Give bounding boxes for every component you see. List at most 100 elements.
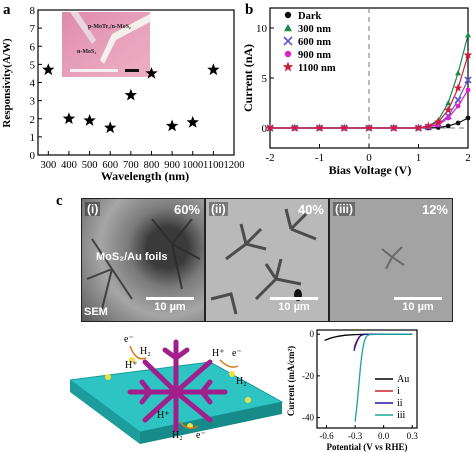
schematic-label-h2-1: H₂ <box>140 346 151 357</box>
panel-b-legend-label: 900 nm <box>298 50 331 61</box>
sem-image-ii: (ii) 40% 10 µm <box>205 198 329 322</box>
panel-a-label: a <box>3 2 11 18</box>
panel-b-legend-label: Dark <box>298 11 321 22</box>
panel-b-xtick-label: -2 <box>265 152 274 164</box>
schematic-label-h2-2: H₂ <box>236 376 247 387</box>
panel-a-ytick-label: 2 <box>30 114 36 126</box>
panel-b-series-point <box>453 83 463 92</box>
panel-c-legend-label: i <box>397 386 400 397</box>
schematic-label-e3: e⁻ <box>196 430 206 441</box>
schematic-label-e2: e⁻ <box>232 348 242 359</box>
panel-a-ytick-label: 4 <box>30 78 36 90</box>
sem-i-scalebar: 10 µm <box>146 297 194 313</box>
sem-i-footer: SEM <box>84 306 108 318</box>
panel-c-xtick-label: -0.3 <box>348 431 363 441</box>
panel-a-inset-photo <box>62 12 150 77</box>
sem-iii-scalebar: 10 µm <box>394 297 442 313</box>
schematic-label-e1: e⁻ <box>124 334 134 345</box>
panel-a-data-point <box>104 121 117 134</box>
panel-b-series-point <box>443 105 453 114</box>
panel-a-ytick-label: 5 <box>30 59 36 71</box>
panel-a-data-point <box>124 88 138 101</box>
panel-b-series-point <box>414 123 423 132</box>
sem-image-i: (i) 60% MoS₂/Au foils SEM 10 µm <box>81 198 205 322</box>
schematic-label-hplus-2: H⁺ <box>212 348 225 359</box>
panel-a-xtick-label: 1200 <box>224 160 245 171</box>
panel-c-ytick-label: -40 <box>302 413 314 423</box>
panel-b-xtick-label: -1 <box>315 152 324 164</box>
panel-c-xtick-label: -0.6 <box>319 431 334 441</box>
panel-b-series-point <box>463 50 473 59</box>
panel-a-xtick-label: 500 <box>82 160 98 171</box>
panel-c-ytick-label: 0 <box>310 329 315 339</box>
sem-i-caption: MoS₂/Au foils <box>96 251 168 263</box>
panel-c-series-line <box>354 333 413 422</box>
hydrogen-evolution-schematic: e⁻ H₂ H⁺ H⁺ e⁻ H₂ H⁺ H₂ e⁻ <box>70 334 284 444</box>
panel-b-legend-label: 300 nm <box>298 24 331 35</box>
panel-b-series-point <box>445 123 451 129</box>
panel-a-ytick-label: 8 <box>30 5 36 17</box>
panel-c-label: c <box>56 193 63 209</box>
panel-b-ytick-label: 0 <box>262 123 268 135</box>
panel-a-xtick-label: 300 <box>40 160 56 171</box>
panel-b-series-point <box>455 103 461 109</box>
panel-b-series-point <box>465 32 471 38</box>
panel-b-xtick-label: 0 <box>366 152 372 164</box>
panel-a-ytick-label: 6 <box>30 41 36 53</box>
sem-i-coverage: 60% <box>173 202 200 217</box>
sem-ii-coverage: 40% <box>297 202 324 217</box>
panel-b-series-point <box>424 121 433 130</box>
panel-c-legend-label: ii <box>397 398 403 409</box>
panel-b-xtick-label: 2 <box>465 152 471 164</box>
panel-b-series-point <box>434 117 443 126</box>
panel-a-data-point <box>207 63 220 76</box>
panel-b-series-point <box>455 70 462 76</box>
inset-label-heterojunction: p-MoTe₂/n-MoS₂ <box>88 24 131 30</box>
panel-a-ytick-label: 7 <box>30 23 36 35</box>
sem-i-label: (i) <box>85 202 101 216</box>
panel-b-ytick-label: 10 <box>256 23 268 35</box>
panel-a-xtick-label: 600 <box>102 160 118 171</box>
panel-b-legend-label: 1100 nm <box>298 63 336 74</box>
panel-a-xtick-label: 1000 <box>182 160 203 171</box>
inset-label-mos2: n-MoS₂ <box>77 49 96 55</box>
panel-b-series-point <box>455 120 461 126</box>
panel-a-data-point <box>42 63 55 76</box>
panel-b-legend-label: 600 nm <box>298 37 331 48</box>
panel-b-series-point <box>464 76 472 84</box>
panel-b-chart: 0 5 10 -2 -1 0 1 2 Dark 300 nm 600 nm 900 nm 1100 … <box>241 7 473 177</box>
panel-c-legend-label: Au <box>397 374 409 385</box>
panel-b-series-point <box>445 100 452 106</box>
panel-a-xtick-label: 900 <box>164 160 180 171</box>
panel-c-xtick-label: 0.0 <box>378 431 390 441</box>
panel-a-ytick-label: 0 <box>30 150 36 162</box>
panel-b-legend-marker <box>284 50 292 58</box>
panel-b-legend-marker <box>284 11 292 19</box>
panel-b-series-point <box>389 123 399 132</box>
panel-a-data-point <box>165 119 179 132</box>
panel-c-frame <box>316 329 418 429</box>
panel-a-data-point <box>145 66 158 79</box>
panel-c-xlabel: Potential (V vs RHE) <box>326 442 407 452</box>
panel-b-series-point <box>290 123 300 132</box>
mos2-dendrite <box>127 339 228 433</box>
sem-ii-label: (ii) <box>209 202 228 216</box>
panel-a-data-point <box>83 114 96 126</box>
panel-b-label: b <box>245 2 254 18</box>
panel-a-xtick-label: 800 <box>144 160 160 171</box>
panel-b-series-line <box>270 54 469 129</box>
panel-b-xlabel: Bias Voltage (V) <box>329 163 412 177</box>
panel-b-series-point <box>265 123 275 132</box>
panel-c-ylabel: Current (mA/cm²) <box>286 346 296 416</box>
panel-a-data-point <box>186 115 199 128</box>
panel-a-ytick-label: 3 <box>30 96 36 108</box>
sem-image-iii: (iii) 12% 10 µm <box>329 198 453 322</box>
panel-b-legend-marker <box>283 36 293 46</box>
panel-b-series-point <box>445 115 451 121</box>
panel-a-data-point <box>62 112 76 125</box>
sem-ii-scalebar: 10 µm <box>270 297 318 313</box>
panel-a-xtick-label: 400 <box>61 160 77 171</box>
schematic-label-hplus-3: H⁺ <box>157 410 170 421</box>
panel-a-ytick-label: 1 <box>30 132 36 144</box>
